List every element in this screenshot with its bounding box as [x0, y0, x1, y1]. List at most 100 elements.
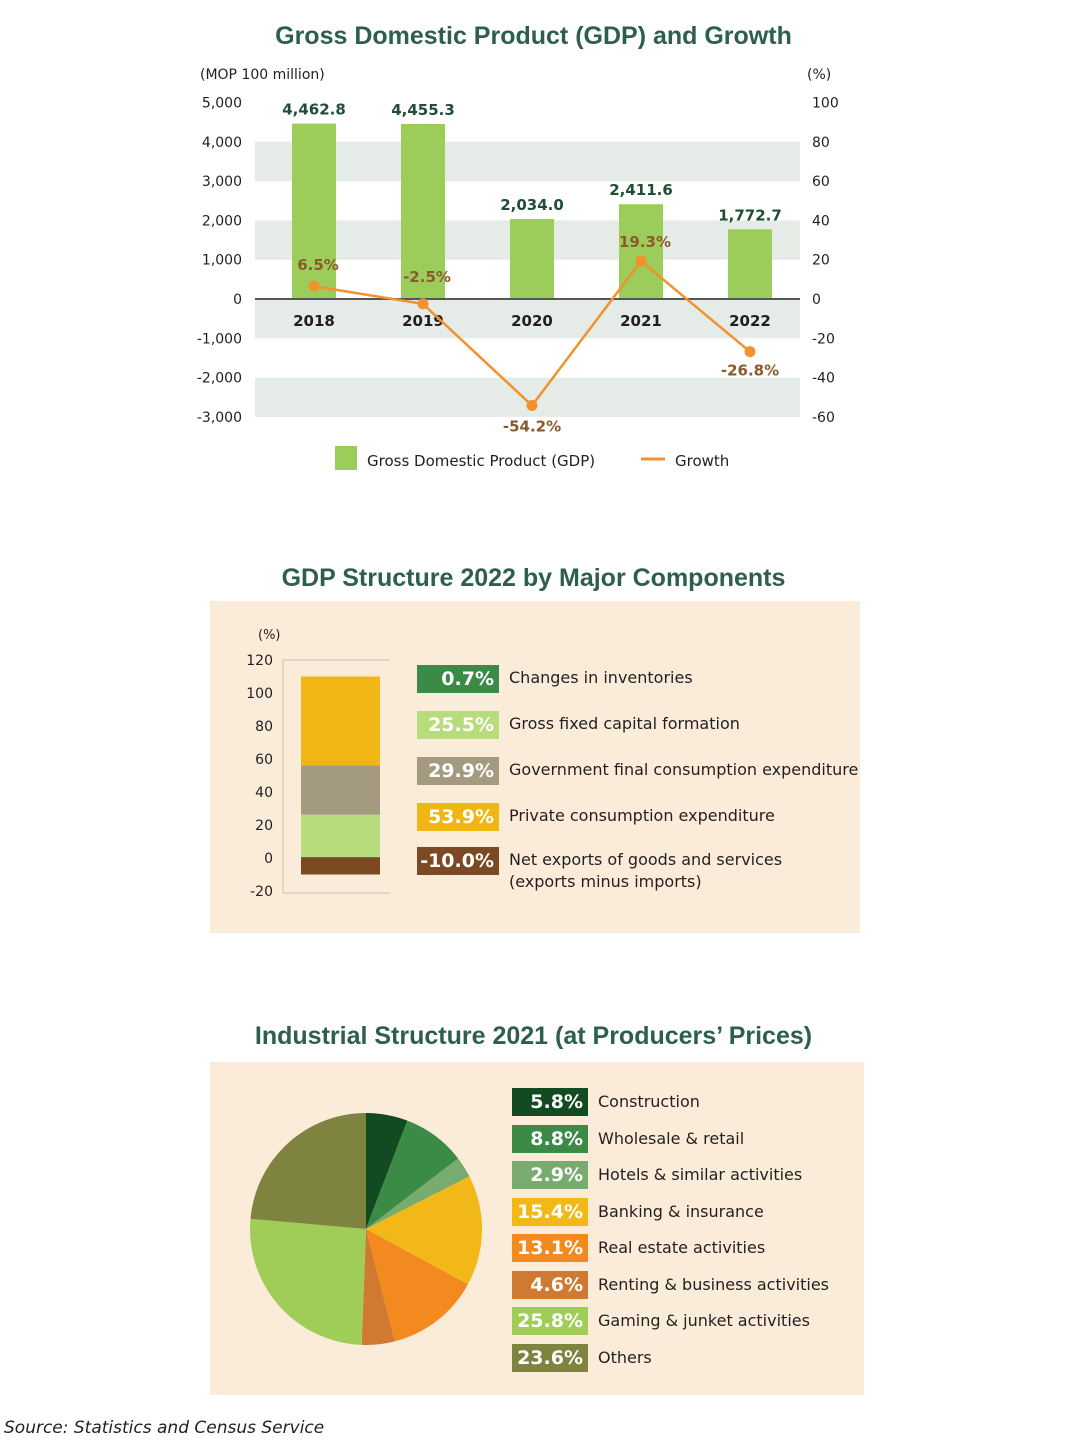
growth-value-label: -2.5%: [403, 268, 451, 286]
industry-legend-value: 2.9%: [512, 1161, 588, 1189]
industry-legend-label: Others: [598, 1347, 652, 1367]
structure-legend-item: 25.5% Gross fixed capital formation: [417, 711, 740, 739]
gdp-bar: [510, 219, 554, 299]
right-tick-label: -60: [812, 410, 835, 426]
industry-legend-value: 4.6%: [512, 1270, 588, 1299]
gdp-bar: [292, 123, 336, 299]
right-tick-label: 20: [812, 253, 830, 269]
structure-unit-label: (%): [258, 628, 281, 643]
structure-legend-label: Changes in inventories: [509, 668, 693, 687]
structure-legend-item: -10.0% Net exports of goods and services(…: [417, 847, 782, 893]
industry-legend-item: 8.8% Wholesale & retail: [512, 1124, 745, 1153]
industry-legend-item: 13.1% Real estate activities: [512, 1234, 765, 1262]
stacked-segment: [301, 856, 380, 858]
structure-legend-value: 0.7%: [417, 665, 499, 693]
right-tick-label: 60: [812, 174, 830, 190]
structure-tick-label: 100: [246, 686, 273, 702]
structure-tick-label: -20: [250, 884, 273, 900]
pie-slice: [366, 1120, 459, 1229]
industry-legend-label: Gaming & junket activities: [598, 1311, 810, 1330]
stacked-segment: [301, 858, 380, 875]
industry-legend-value: 8.8%: [512, 1124, 588, 1153]
structure-chart-title: GDP Structure 2022 by Major Components: [281, 564, 786, 592]
year-label: 2019: [402, 312, 444, 330]
industry-legend-item: 15.4% Banking & insurance: [512, 1197, 764, 1226]
left-tick-label: 5,000: [202, 96, 242, 112]
industry-legend-value: 25.8%: [512, 1307, 588, 1335]
pie-slice: [366, 1158, 470, 1229]
year-label: 2018: [293, 312, 335, 330]
gdp-chart-title: Gross Domestic Product (GDP) and Growth: [275, 22, 792, 50]
legend-gdp-label: Gross Domestic Product (GDP): [367, 452, 595, 470]
left-axis-unit: (MOP 100 million): [200, 67, 325, 83]
industry-chart-title: Industrial Structure 2021 (at Producers’…: [254, 1022, 813, 1050]
right-tick-label: -40: [812, 371, 835, 387]
industry-legend-value: 23.6%: [512, 1343, 588, 1372]
pie-slice: [366, 1229, 469, 1342]
industry-legend-label: Real estate activities: [598, 1238, 766, 1257]
gdp-value-label: 2,411.6: [609, 181, 673, 199]
growth-value-label: -54.2%: [503, 418, 561, 436]
structure-legend-label: Net exports of goods and services (export…: [509, 850, 783, 891]
structure-panel: (%) 120 100 80 60 40 20 0 -20 0.7% Changes in inv…: [210, 601, 860, 933]
structure-stacked-bar: (%) 120 100 80 60 40 20 0 -20: [246, 628, 390, 900]
growth-point: [417, 298, 429, 310]
growth-value-label: 6.5%: [297, 256, 339, 274]
year-label: 2020: [511, 312, 553, 330]
industry-legend-label: Wholesale & retail: [598, 1128, 745, 1148]
industry-legend-value: 13.1%: [512, 1234, 588, 1262]
gdp-growth-chart: 5,000 4,000 3,000 2,000 1,000 0 -1,000 -2,000 -3…: [197, 67, 839, 470]
industry-legend-item: 25.8% Gaming & junket activities: [512, 1307, 810, 1335]
left-tick-label: -2,000: [197, 371, 242, 387]
left-tick-label: 0: [233, 292, 242, 308]
legend-gdp-swatch: [335, 446, 357, 470]
structure-legend-value: 53.9%: [417, 803, 499, 831]
industry-legend-item: 4.6% Renting & business activities: [512, 1270, 829, 1299]
gdp-value-label: 1,772.7: [718, 206, 782, 224]
right-tick-label: 100: [812, 96, 839, 112]
year-label: 2021: [620, 312, 662, 330]
structure-tick-label: 60: [255, 752, 273, 768]
structure-tick-label: 120: [246, 653, 273, 669]
structure-legend-item: 29.9% Government final consumption expend…: [417, 757, 858, 785]
structure-legend-label: Private consumption expenditure: [509, 806, 775, 825]
gdp-value-label: 2,034.0: [500, 196, 564, 214]
left-tick-label: 3,000: [202, 174, 242, 190]
structure-legend-item: 53.9% Private consumption expenditure: [417, 803, 775, 831]
right-tick-label: 40: [812, 213, 830, 229]
left-tick-label: -1,000: [197, 331, 242, 347]
structure-legend-label: Government final consumption expenditure: [509, 760, 859, 779]
growth-point: [526, 400, 538, 412]
structure-legend-value: 25.5%: [417, 711, 499, 739]
pie-slice: [361, 1229, 395, 1345]
pie-slice: [366, 1113, 408, 1229]
industry-panel: 5.8% Construction 8.8% Wholesale & retail 2.…: [210, 1062, 864, 1395]
structure-legend-item: 0.7% Changes in inventories: [417, 665, 693, 693]
legend-growth-label: Growth: [675, 452, 729, 470]
industry-legend-item: 23.6% Others: [512, 1343, 652, 1372]
growth-point: [308, 280, 320, 292]
industry-legend-item: 5.8% Construction: [512, 1088, 700, 1116]
left-tick-label: 2,000: [202, 213, 242, 229]
structure-legend-value: 29.9%: [417, 757, 499, 785]
right-tick-label: 0: [812, 292, 821, 308]
structure-tick-label: 40: [255, 785, 273, 801]
gdp-bar: [728, 229, 772, 299]
industry-legend-label: Banking & insurance: [598, 1201, 764, 1221]
structure-legend-value: -10.0%: [417, 847, 499, 875]
structure-legend-label: Gross fixed capital formation: [509, 714, 740, 733]
industry-legend-label: Hotels & similar activities: [598, 1165, 803, 1184]
left-tick-label: 1,000: [202, 253, 242, 269]
grid-band: [255, 377, 800, 417]
right-axis-unit: (%): [807, 67, 831, 83]
gdp-bar: [401, 123, 445, 299]
industry-legend-value: 15.4%: [512, 1197, 588, 1226]
pie-slice: [366, 1176, 482, 1285]
source-note: Source: Statistics and Census Service: [4, 1418, 325, 1438]
gdp-value-label: 4,462.8: [282, 101, 346, 119]
pie-slice: [249, 1218, 366, 1345]
left-tick-label: -3,000: [197, 410, 242, 426]
left-tick-label: 4,000: [202, 135, 242, 151]
structure-tick-label: 0: [264, 851, 273, 867]
year-label: 2022: [729, 312, 771, 330]
